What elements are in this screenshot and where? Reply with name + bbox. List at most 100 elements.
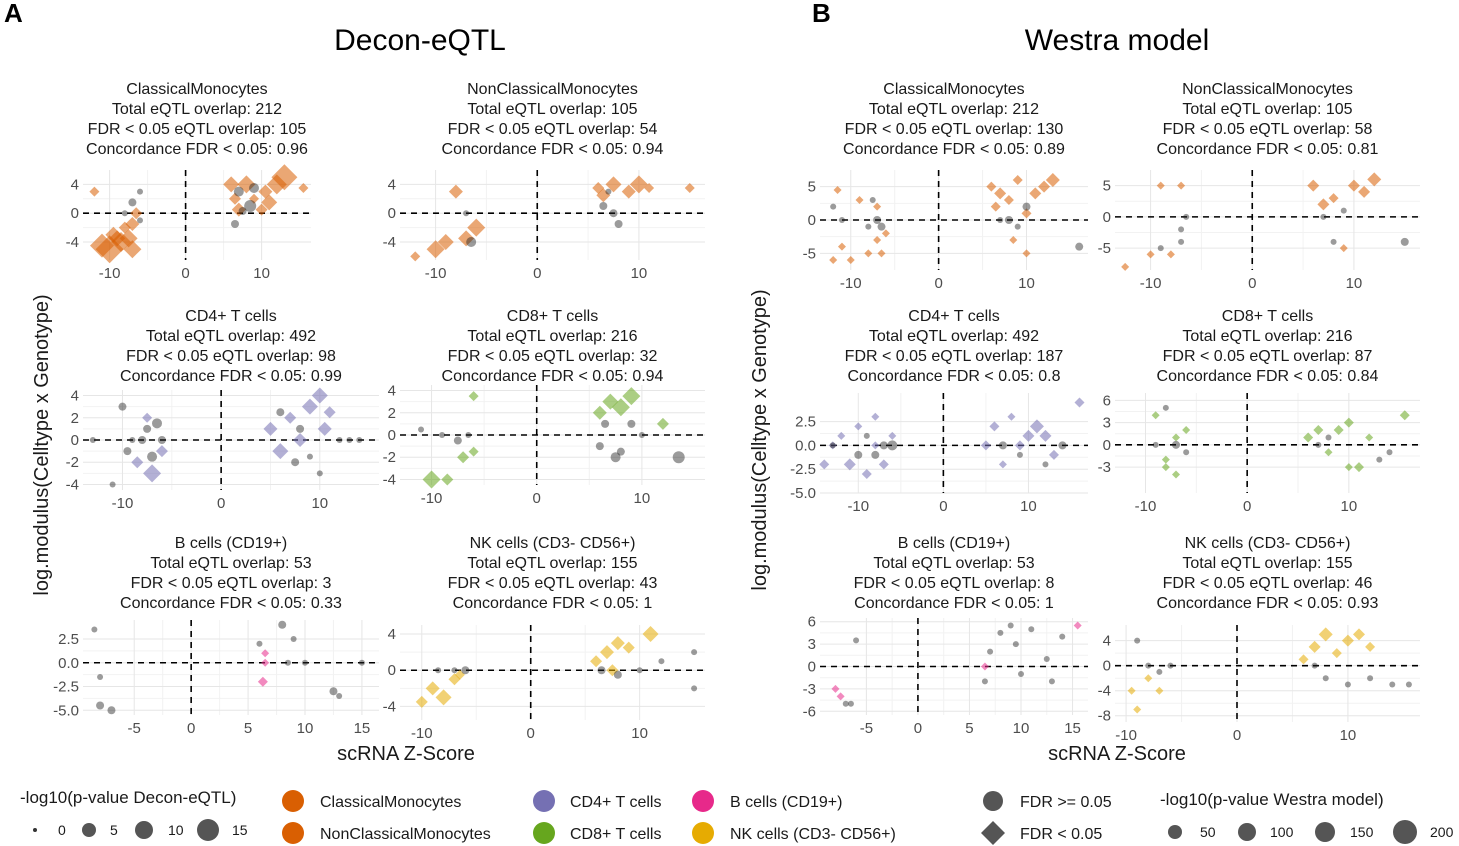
facet-b-9: CD8+ T cells Total eQTL overlap: 216 FDR <… bbox=[1098, 308, 1420, 515]
legend-shape-diamond-label: FDR < 0.05 bbox=[1020, 826, 1102, 843]
y-tick-label: -3 bbox=[803, 681, 816, 698]
point-sig bbox=[998, 460, 1007, 469]
y-tick-label: -4 bbox=[1098, 683, 1111, 700]
point-sig bbox=[837, 242, 846, 251]
facet-b-7: NonClassicalMonocytes Total eQTL overlap:… bbox=[1098, 81, 1420, 292]
point-sig bbox=[1341, 634, 1354, 647]
point-sig bbox=[1161, 463, 1170, 472]
y-tick-label: 4 bbox=[388, 383, 396, 400]
point-nonsig bbox=[597, 666, 606, 675]
point-nonsig bbox=[463, 210, 470, 217]
facet-header-line: FDR < 0.05 eQTL overlap: 54 bbox=[448, 121, 658, 138]
facet-b-6: ClassicalMonocytes Total eQTL overlap: 21… bbox=[803, 81, 1088, 292]
facet-header-line: B cells (CD19+) bbox=[175, 535, 287, 552]
point-sig bbox=[1073, 621, 1082, 630]
point-sig bbox=[622, 387, 641, 406]
point-sig bbox=[1177, 181, 1186, 190]
x-tick-label: 10 bbox=[297, 720, 314, 737]
point-nonsig bbox=[1183, 213, 1190, 220]
panel-a-title: Decon-eQTL bbox=[334, 24, 506, 57]
point-sig bbox=[131, 456, 144, 469]
point-nonsig bbox=[871, 450, 880, 459]
point-nonsig bbox=[879, 441, 888, 450]
y-tick-label: -5.0 bbox=[790, 485, 816, 502]
point-nonsig bbox=[336, 437, 343, 443]
point-nonsig bbox=[1016, 451, 1023, 458]
point-sig bbox=[629, 175, 648, 194]
point-nonsig bbox=[1059, 633, 1066, 640]
point-sig bbox=[410, 251, 421, 262]
y-tick-label: 0 bbox=[1103, 437, 1111, 454]
point-sig bbox=[435, 689, 452, 706]
point-sig bbox=[1172, 433, 1180, 442]
point-sig bbox=[871, 441, 880, 450]
facet-header-line: Concordance FDR < 0.05: 0.81 bbox=[1157, 141, 1379, 158]
point-nonsig bbox=[138, 436, 147, 444]
y-axis-label-b: log.modulus(Celltype x Genotype) bbox=[749, 289, 771, 590]
facet-header-line: FDR < 0.05 eQTL overlap: 58 bbox=[1163, 121, 1373, 138]
x-tick-label: 15 bbox=[1064, 720, 1081, 737]
point-nonsig bbox=[91, 626, 98, 633]
point-nonsig bbox=[453, 436, 462, 445]
point-nonsig bbox=[118, 402, 127, 411]
legend-size-westra-dot-3 bbox=[1393, 820, 1417, 844]
legend-shape-diamond bbox=[981, 821, 1005, 845]
point-sig bbox=[596, 188, 611, 203]
x-tick-label: -5 bbox=[128, 720, 141, 737]
x-tick-label: -10 bbox=[411, 725, 433, 742]
facet-header-line: Concordance FDR < 0.05: 1 bbox=[854, 595, 1054, 612]
legend-celltype-nk-swatch bbox=[692, 822, 714, 844]
x-tick-label: 10 bbox=[311, 495, 328, 512]
point-sig bbox=[1038, 180, 1051, 193]
point-sig bbox=[223, 176, 240, 193]
point-nonsig bbox=[96, 701, 105, 710]
y-tick-label: 0 bbox=[1103, 658, 1111, 675]
point-sig bbox=[249, 193, 259, 204]
point-sig bbox=[298, 183, 309, 193]
point-nonsig bbox=[599, 202, 608, 210]
point-sig bbox=[1354, 462, 1364, 473]
x-axis-label-b: scRNA Z-Score bbox=[1048, 743, 1186, 765]
point-sig bbox=[1009, 236, 1018, 244]
facet-header-line: Concordance FDR < 0.05: 0.84 bbox=[1157, 368, 1379, 385]
y-tick-label: 0.0 bbox=[795, 437, 816, 454]
point-nonsig bbox=[276, 408, 285, 417]
point-nonsig bbox=[128, 198, 137, 207]
point-sig bbox=[263, 421, 278, 436]
point-nonsig bbox=[290, 636, 297, 642]
point-sig bbox=[642, 626, 659, 643]
point-sig bbox=[621, 184, 636, 199]
point-sig bbox=[125, 217, 140, 231]
facet-header-line: Concordance FDR < 0.05: 0.93 bbox=[1157, 595, 1379, 612]
point-nonsig bbox=[1145, 662, 1152, 669]
y-tick-label: -3 bbox=[1098, 459, 1111, 476]
point-nonsig bbox=[1389, 681, 1396, 688]
panel-a-letter: A bbox=[4, 0, 23, 28]
y-tick-label: 2 bbox=[71, 410, 79, 427]
x-tick-label: 10 bbox=[631, 265, 648, 282]
x-tick-label: 0 bbox=[217, 495, 225, 512]
legend-celltype-nonclassical-swatch bbox=[282, 822, 304, 844]
point-sig bbox=[1182, 426, 1191, 435]
point-nonsig bbox=[316, 470, 323, 477]
point-sig bbox=[1007, 412, 1016, 421]
facet-header-line: NK cells (CD3- CD56+) bbox=[1185, 535, 1351, 552]
point-sig bbox=[454, 669, 465, 680]
point-sig bbox=[237, 175, 256, 194]
point-nonsig bbox=[1042, 461, 1049, 468]
point-sig bbox=[1161, 455, 1170, 464]
y-tick-label: 3 bbox=[1103, 415, 1111, 432]
y-tick-label: 0 bbox=[1103, 209, 1111, 226]
y-tick-label: 2.5 bbox=[795, 414, 816, 431]
point-sig bbox=[1003, 195, 1014, 205]
point-sig bbox=[1045, 173, 1060, 187]
point-sig bbox=[1303, 432, 1314, 443]
point-sig bbox=[123, 240, 142, 259]
y-tick-label: 4 bbox=[71, 388, 79, 405]
point-sig bbox=[1172, 470, 1180, 479]
facet-header-line: NK cells (CD3- CD56+) bbox=[470, 535, 636, 552]
y-tick-label: 6 bbox=[1103, 392, 1111, 409]
point-sig bbox=[861, 468, 872, 479]
point-nonsig bbox=[1400, 237, 1409, 246]
facet-header-line: FDR < 0.05 eQTL overlap: 87 bbox=[1163, 348, 1373, 365]
